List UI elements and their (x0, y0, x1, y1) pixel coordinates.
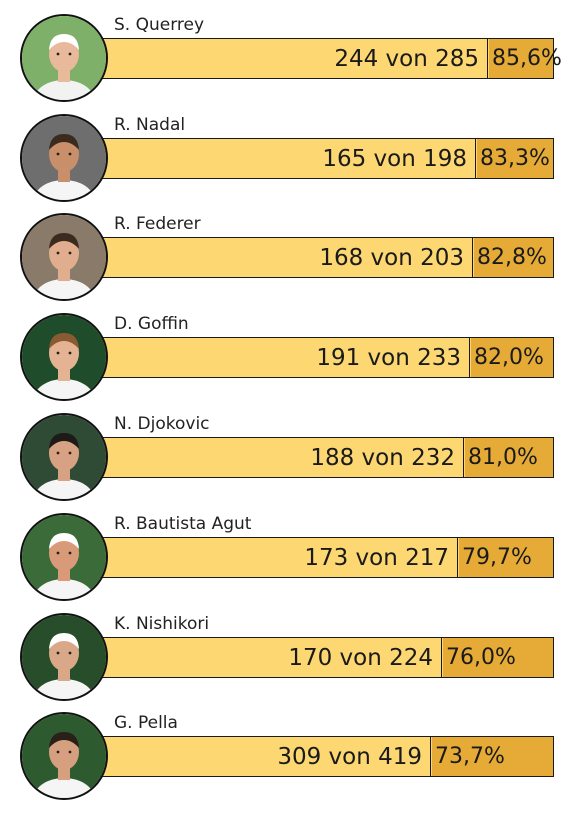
percent-label: 79,7% (462, 545, 532, 570)
count-label: 244 von 285 (334, 45, 479, 72)
bar-row: R. Federer 168 von 203 82,8% (0, 213, 582, 313)
bar: 309 von 419 73,7% (100, 736, 554, 777)
bar-count-segment: 173 von 217 (101, 538, 458, 577)
player-name-label: R. Federer (114, 214, 201, 234)
bar: 188 von 232 81,0% (100, 437, 554, 478)
count-label: 170 von 224 (288, 644, 433, 671)
bar-row: K. Nishikori 170 von 224 76,0% (0, 613, 582, 713)
player-name-label: N. Djokovic (114, 414, 210, 434)
player-name-label: R. Bautista Agut (114, 514, 252, 534)
bar-count-segment: 309 von 419 (101, 737, 431, 776)
bar-row: D. Goffin 191 von 233 82,0% (0, 313, 582, 413)
bar-percent-segment: 79,7% (459, 538, 553, 577)
player-photo-icon (20, 213, 108, 301)
count-label: 173 von 217 (304, 544, 449, 571)
percent-label: 81,0% (468, 445, 538, 470)
bar: 168 von 203 82,8% (100, 237, 554, 278)
player-name-label: K. Nishikori (114, 614, 210, 634)
count-label: 191 von 233 (316, 344, 461, 371)
bar-count-segment: 191 von 233 (101, 338, 470, 377)
player-photo-icon (20, 114, 108, 202)
bar-percent-segment: 73,7% (432, 737, 553, 776)
bar-row: G. Pella 309 von 419 73,7% (0, 712, 582, 812)
bar-row: N. Djokovic 188 von 232 81,0% (0, 413, 582, 513)
player-photo-icon (20, 14, 108, 102)
bar-row: S. Querrey 244 von 285 85,6% (0, 14, 582, 114)
player-photo-icon (20, 313, 108, 401)
bar-count-segment: 244 von 285 (101, 39, 488, 78)
player-photo-icon (20, 413, 108, 501)
bar-percent-segment: 81,0% (465, 438, 553, 477)
player-name-label: S. Querrey (114, 15, 205, 35)
percent-label: 73,7% (435, 744, 505, 769)
bar: 191 von 233 82,0% (100, 337, 554, 378)
percent-label: 85,6% (492, 46, 562, 71)
count-label: 165 von 198 (322, 145, 467, 172)
player-name-label: D. Goffin (114, 314, 189, 334)
bar-row: R. Bautista Agut 173 von 217 79,7% (0, 513, 582, 613)
player-photo-icon (20, 712, 108, 800)
count-label: 168 von 203 (319, 244, 464, 271)
bar: 173 von 217 79,7% (100, 537, 554, 578)
bar-percent-segment: 82,0% (471, 338, 553, 377)
percent-label: 83,3% (480, 146, 550, 171)
bar-percent-segment: 83,3% (477, 139, 553, 178)
player-photo-icon (20, 513, 108, 601)
percent-label: 82,8% (477, 245, 547, 270)
bar-percent-segment: 85,6% (489, 39, 562, 78)
bar-percent-segment: 76,0% (443, 638, 553, 677)
bar: 165 von 198 83,3% (100, 138, 554, 179)
bar-count-segment: 188 von 232 (101, 438, 464, 477)
bar-percent-segment: 82,8% (474, 238, 553, 277)
bar: 170 von 224 76,0% (100, 637, 554, 678)
bar-count-segment: 168 von 203 (101, 238, 473, 277)
bar-count-segment: 170 von 224 (101, 638, 442, 677)
count-label: 188 von 232 (310, 444, 455, 471)
player-name-label: R. Nadal (114, 115, 186, 135)
percent-label: 82,0% (474, 345, 544, 370)
bar-row: R. Nadal 165 von 198 83,3% (0, 114, 582, 214)
percent-label: 76,0% (446, 645, 516, 670)
count-label: 309 von 419 (277, 743, 422, 770)
player-name-label: G. Pella (114, 713, 178, 733)
bar: 244 von 285 85,6% (100, 38, 562, 79)
player-photo-icon (20, 613, 108, 701)
bar-count-segment: 165 von 198 (101, 139, 476, 178)
